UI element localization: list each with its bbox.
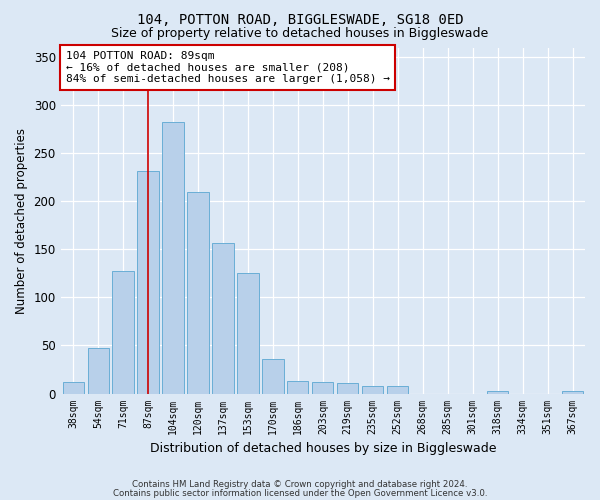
- Bar: [238, 274, 259, 394]
- Bar: [187, 192, 209, 394]
- Bar: [112, 272, 134, 394]
- Bar: [387, 386, 409, 394]
- Bar: [163, 122, 184, 394]
- Bar: [312, 382, 334, 394]
- Y-axis label: Number of detached properties: Number of detached properties: [15, 128, 28, 314]
- Text: Contains public sector information licensed under the Open Government Licence v3: Contains public sector information licen…: [113, 488, 487, 498]
- Bar: [487, 390, 508, 394]
- Text: Contains HM Land Registry data © Crown copyright and database right 2024.: Contains HM Land Registry data © Crown c…: [132, 480, 468, 489]
- Bar: [337, 383, 358, 394]
- Bar: [262, 359, 284, 394]
- Bar: [137, 170, 158, 394]
- X-axis label: Distribution of detached houses by size in Biggleswade: Distribution of detached houses by size …: [149, 442, 496, 455]
- Bar: [212, 242, 233, 394]
- Bar: [362, 386, 383, 394]
- Text: 104 POTTON ROAD: 89sqm
← 16% of detached houses are smaller (208)
84% of semi-de: 104 POTTON ROAD: 89sqm ← 16% of detached…: [66, 51, 390, 84]
- Bar: [562, 390, 583, 394]
- Text: 104, POTTON ROAD, BIGGLESWADE, SG18 0ED: 104, POTTON ROAD, BIGGLESWADE, SG18 0ED: [137, 12, 463, 26]
- Text: Size of property relative to detached houses in Biggleswade: Size of property relative to detached ho…: [112, 28, 488, 40]
- Bar: [88, 348, 109, 394]
- Bar: [287, 381, 308, 394]
- Bar: [62, 382, 84, 394]
